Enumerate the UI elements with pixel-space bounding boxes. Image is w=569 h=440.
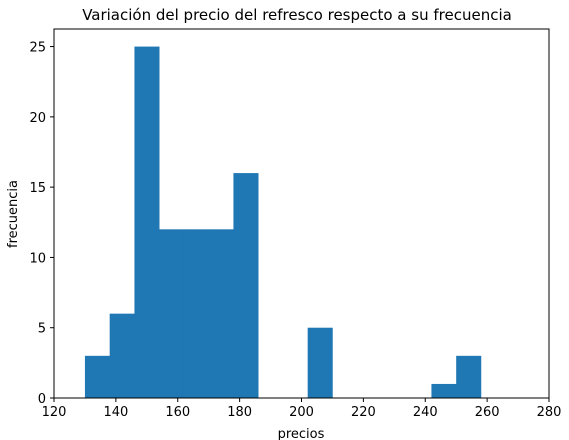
y-axis: 0 5 10 15 20 25 (29, 41, 54, 407)
y-tick-label-0: 0 (38, 392, 46, 407)
x-tick-label-8: 280 (537, 405, 562, 420)
histogram-bar-15 (456, 355, 482, 398)
x-tick-label-6: 240 (413, 405, 438, 420)
x-tick-label-5: 220 (351, 405, 376, 420)
histogram-bar-2 (134, 46, 160, 398)
x-axis-label: precios (278, 427, 325, 440)
y-tick-label-5: 25 (29, 41, 46, 56)
histogram-bar-9 (307, 327, 333, 398)
x-tick-label-4: 200 (289, 405, 314, 420)
y-axis-label: frecuencia (6, 180, 21, 248)
chart-title: Variación del precio del refresco respec… (82, 6, 512, 24)
histogram-bar-0 (84, 355, 110, 398)
histogram-bar-5 (208, 229, 234, 398)
x-axis: 120 140 160 180 200 220 240 260 280 (42, 398, 562, 420)
x-tick-label-3: 180 (227, 405, 252, 420)
y-tick-label-3: 15 (29, 181, 46, 196)
histogram-bar-6 (233, 173, 259, 398)
x-tick-label-2: 160 (165, 405, 190, 420)
histogram-bars (84, 46, 482, 398)
x-tick-label-1: 140 (103, 405, 128, 420)
y-tick-label-4: 20 (29, 111, 46, 126)
histogram-bar-4 (183, 229, 209, 398)
y-tick-label-1: 5 (38, 322, 46, 337)
y-tick-label-2: 10 (29, 251, 46, 266)
x-tick-label-0: 120 (42, 405, 67, 420)
histogram-bar-3 (159, 229, 185, 398)
histogram-bar-14 (431, 383, 457, 398)
histogram-bar-1 (109, 313, 135, 398)
x-tick-label-7: 260 (475, 405, 500, 420)
